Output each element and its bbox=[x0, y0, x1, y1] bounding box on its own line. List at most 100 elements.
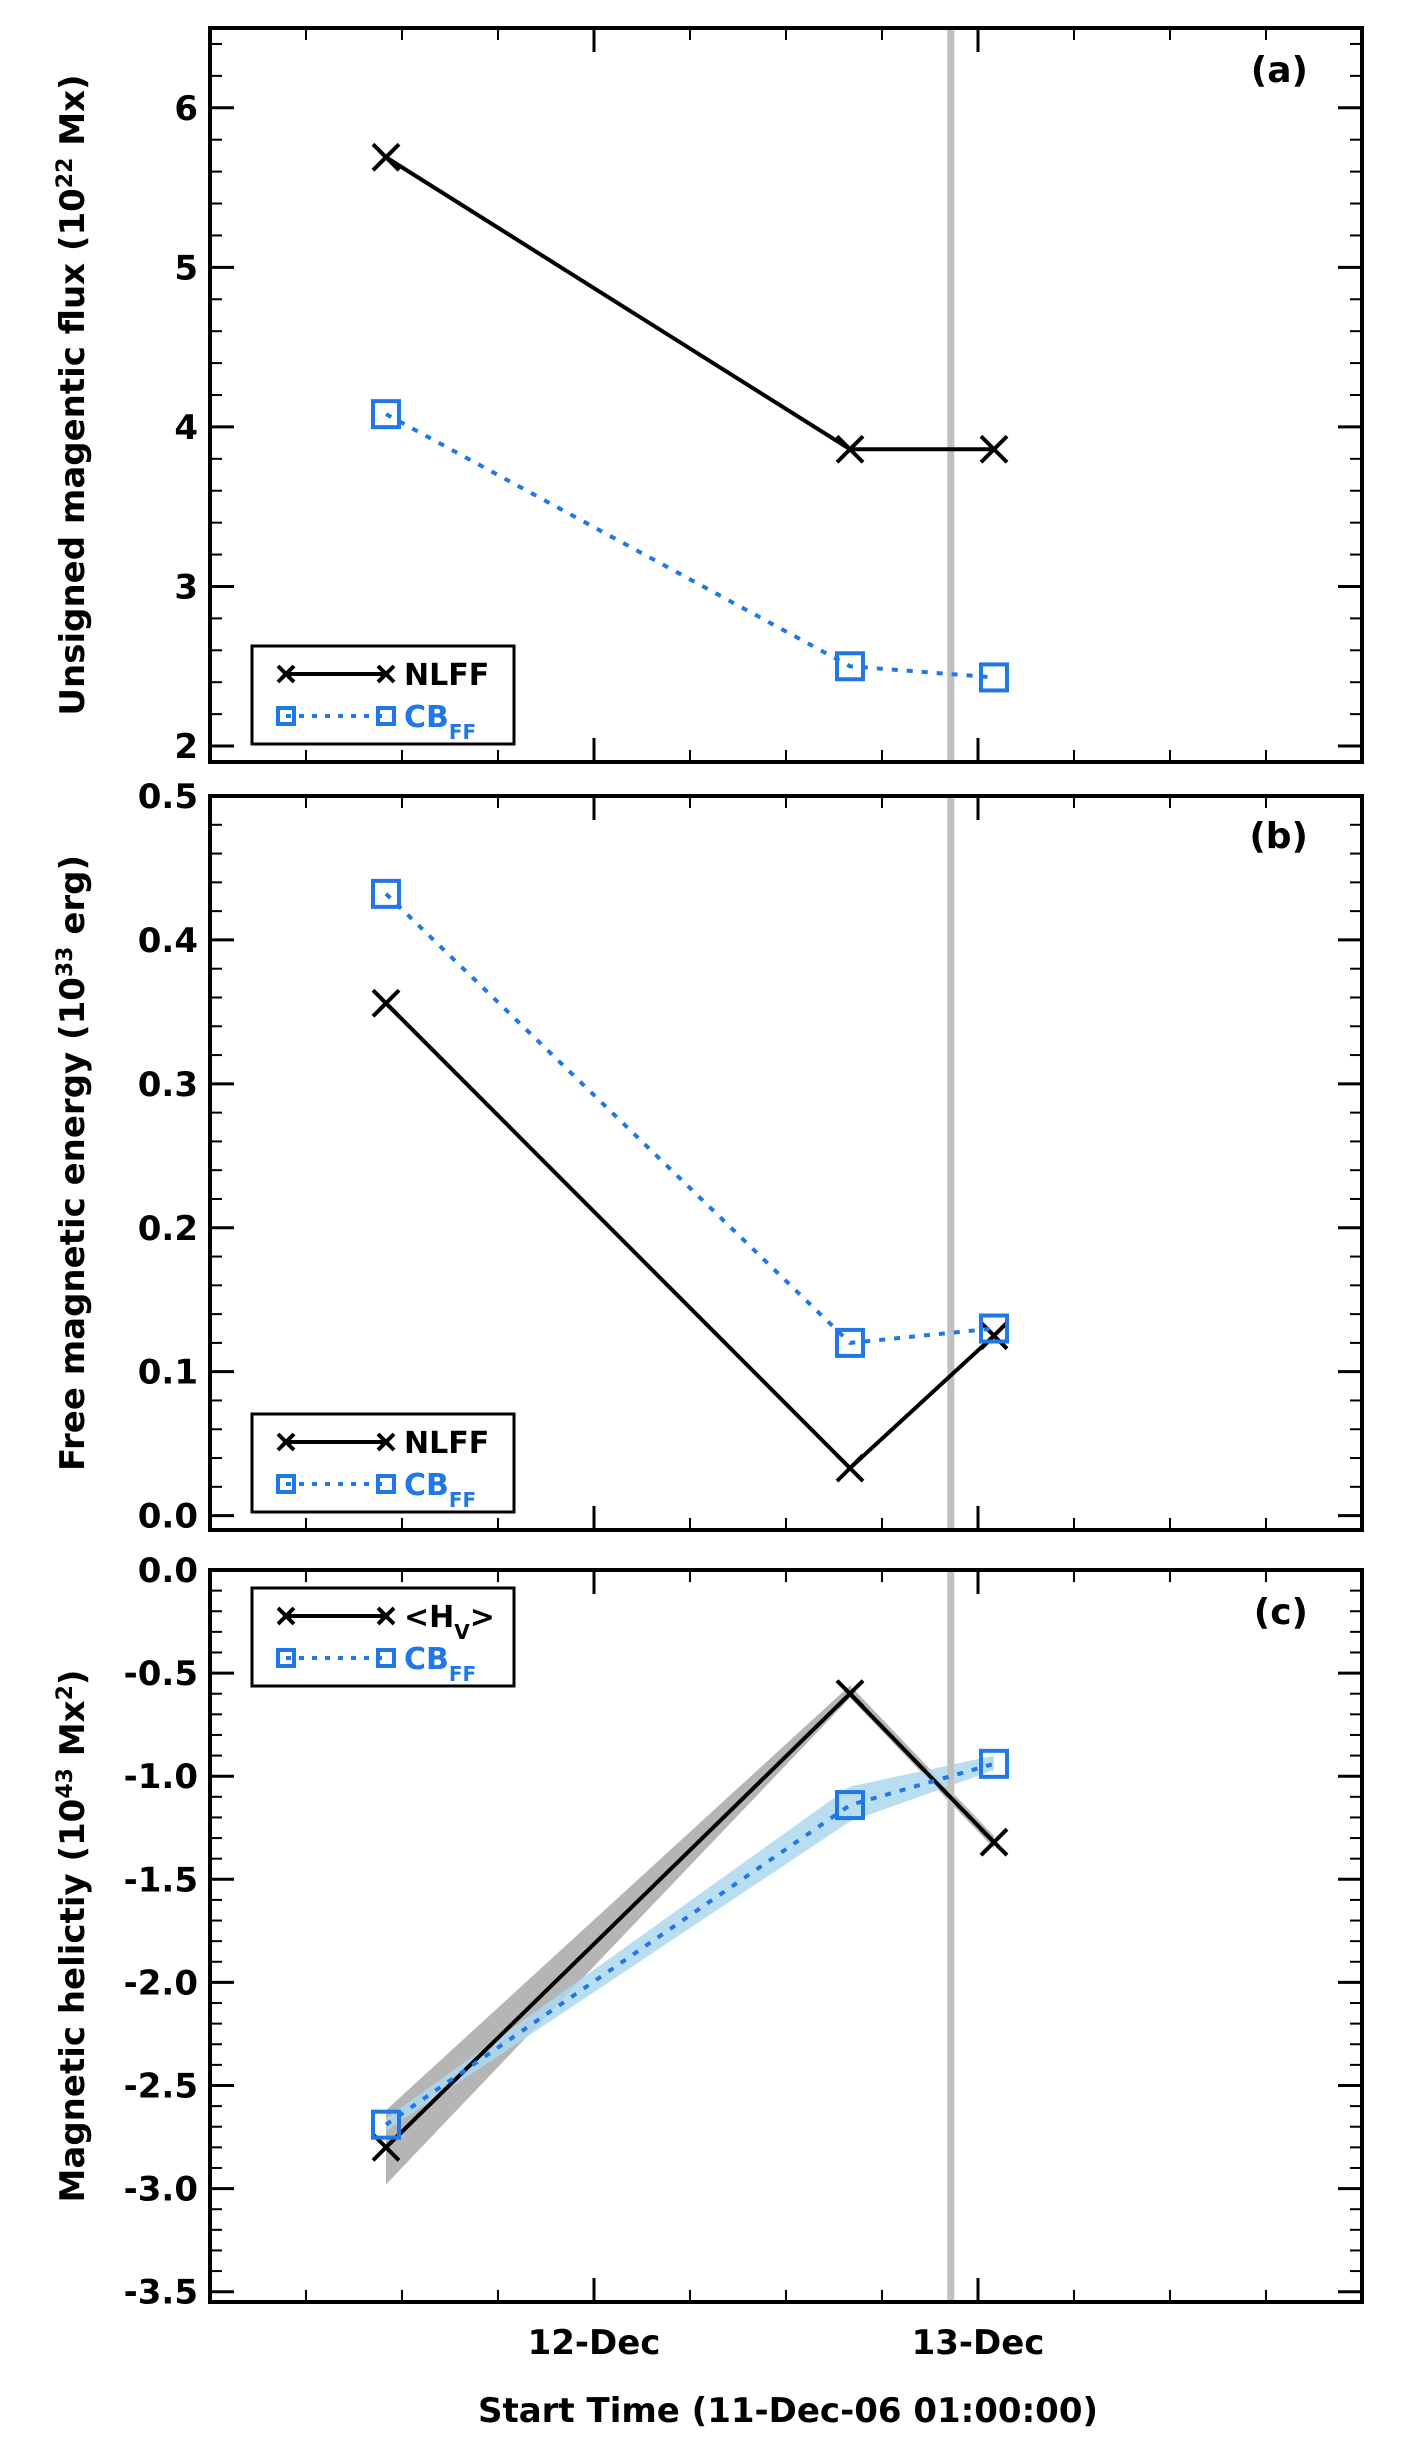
ylabel-tail: Mx bbox=[53, 1700, 93, 1768]
panel-a-ytick-label: 4 bbox=[174, 408, 198, 448]
panel-a-ytick-label: 5 bbox=[174, 248, 198, 288]
panel-b-y-axis-label: Free magnetic energy (1033 erg) bbox=[53, 855, 94, 1471]
panel-c-ytick-label: -2.5 bbox=[124, 2066, 198, 2106]
ylabel-sup2: 2 bbox=[53, 1685, 78, 1700]
panel-b-ytick-label: 0.1 bbox=[138, 1353, 198, 1393]
panel-c-legend-box bbox=[250, 1586, 516, 1688]
panel-a-series-line-1 bbox=[385, 412, 995, 680]
panel-a-point-0-1 bbox=[835, 434, 865, 464]
panel-a-point-1-0 bbox=[371, 399, 401, 430]
panel-c-point-0-1-stroke2 bbox=[835, 1679, 865, 1709]
panel-c-point-0-2 bbox=[979, 1827, 1009, 1857]
panel-a-legend-marker-a-1 bbox=[276, 706, 296, 726]
panel-b-point-0-2-stroke2 bbox=[979, 1321, 1009, 1351]
panel-c-ytick-label: -0.5 bbox=[124, 1654, 198, 1694]
panel-b-series-line-0 bbox=[384, 1001, 996, 1471]
panel-c-legend-marker-b-0-stroke2 bbox=[376, 1606, 396, 1626]
panel-c-ytick-label: -1.5 bbox=[124, 1860, 198, 1900]
legend-base: CB bbox=[404, 1468, 449, 1503]
panel-b-point-1-2 bbox=[979, 1313, 1009, 1344]
panel-a-point-1-1 bbox=[835, 651, 865, 682]
panel-b-legend-marker-a-0-stroke2 bbox=[276, 1432, 296, 1452]
panel-c-series-line-1 bbox=[384, 1761, 995, 2127]
panel-a-point-0-1-stroke2 bbox=[835, 434, 865, 464]
panel-a-ytick-label: 3 bbox=[174, 567, 198, 607]
panel-c-y-axis-label: Magnetic helictiy (1043 Mx2) bbox=[53, 1670, 94, 2203]
panel-a-point-0-0-stroke2 bbox=[371, 142, 401, 172]
panel-c-ytick-label: 0.0 bbox=[138, 1551, 198, 1591]
panel-b-plot: 0.0 0.1 0.2 0.3 0.4 0.5 Free magnetic energy (… bbox=[53, 777, 1364, 1537]
panel-c-ytick-label: -2.0 bbox=[124, 1963, 198, 2003]
panel-a-plot: 2 3 4 5 6 Unsigned magentic flux (1022 Mx) NLF… bbox=[53, 26, 1364, 767]
panel-a-legend-marker-b-0-stroke2 bbox=[376, 664, 396, 684]
panel-b-point-0-0-stroke2 bbox=[371, 988, 401, 1018]
panel-c-point-1-0 bbox=[371, 2109, 401, 2140]
panel-a-point-0-0 bbox=[371, 142, 401, 172]
ylabel-base: Free magnetic energy (10 bbox=[53, 977, 93, 1471]
panel-label-b: (b) bbox=[1249, 816, 1308, 857]
x-tick-label: 12-Dec bbox=[528, 2323, 661, 2363]
panel-c-point-1-1 bbox=[835, 1790, 865, 1821]
legend-base: NLFF bbox=[404, 1426, 489, 1461]
panel-a-legend-label-1: CBFF bbox=[404, 700, 476, 744]
panel-b-ytick-label: 0.2 bbox=[138, 1209, 198, 1249]
panel-c-ytick-label: -3.0 bbox=[124, 2170, 198, 2210]
panel-a-ytick-label: 6 bbox=[174, 89, 198, 129]
panel-c-point-0-2-stroke2 bbox=[979, 1827, 1009, 1857]
panel-a-legend-marker-b-1 bbox=[376, 706, 396, 726]
ylabel-tail2: ) bbox=[53, 1670, 93, 1686]
panel-b-legend-box bbox=[250, 1412, 516, 1514]
panel-a-point-0-2 bbox=[979, 434, 1009, 464]
panel-b-legend-marker-a-1 bbox=[276, 1474, 296, 1494]
ylabel-base: Magnetic helictiy (10 bbox=[53, 1799, 93, 2203]
legend-sub: V bbox=[454, 1620, 470, 1644]
legend-base: CB bbox=[404, 700, 449, 735]
panel-b-legend-marker-a-0 bbox=[276, 1432, 296, 1452]
panel-b-point-1-1 bbox=[835, 1327, 865, 1358]
panel-c: (c) bbox=[1254, 1592, 1308, 1633]
panel-label-c: (c) bbox=[1254, 1592, 1308, 1633]
legend-base: CB bbox=[404, 1642, 449, 1677]
panel-c-plot: 0.0 -0.5 -1.0 -1.5 -2.0 -2.5 -3.0 -3.5 Magnetic … bbox=[53, 1551, 1364, 2313]
panel-label-a: (a) bbox=[1251, 50, 1308, 91]
panel-b: (b) bbox=[1249, 816, 1308, 857]
panel-b-point-0-2 bbox=[979, 1321, 1009, 1351]
ylabel-sup: 22 bbox=[53, 158, 78, 189]
panel-c-ytick-label: -1.0 bbox=[124, 1757, 198, 1797]
legend-sub: FF bbox=[449, 1488, 476, 1512]
legend-base: NLFF bbox=[404, 658, 489, 693]
panel-c-point-1-2 bbox=[979, 1748, 1009, 1779]
x-tick-label: 13-Dec bbox=[912, 2323, 1045, 2363]
panel-c-legend-label-0: <HV> bbox=[404, 1600, 495, 1644]
ylabel-sup: 43 bbox=[53, 1768, 78, 1799]
x-axis-title: Start Time (11-Dec-06 01:00:00) bbox=[478, 2391, 1098, 2431]
legend-tail: > bbox=[470, 1600, 495, 1635]
panel-b-ytick-label: 0.0 bbox=[138, 1497, 198, 1537]
panel-a-legend-marker-a-0 bbox=[276, 664, 296, 684]
panel-c-legend-marker-a-1 bbox=[276, 1648, 296, 1668]
panel-a-legend-marker-a-0-stroke2 bbox=[276, 664, 296, 684]
panel-b-legend-marker-b-0 bbox=[376, 1432, 396, 1452]
panel-b-legend-label-1: CBFF bbox=[404, 1468, 476, 1512]
panel-b-legend-label-0: NLFF bbox=[404, 1426, 489, 1461]
panel-c-legend-marker-b-0 bbox=[376, 1606, 396, 1626]
panel-b-point-0-1 bbox=[835, 1453, 865, 1483]
legend-base: <H bbox=[404, 1600, 454, 1635]
panel-c-legend-marker-a-0 bbox=[276, 1606, 296, 1626]
ylabel-tail: Mx) bbox=[53, 74, 93, 157]
panel-a-point-0-2-stroke2 bbox=[979, 434, 1009, 464]
panel-b-series-line-1 bbox=[384, 892, 995, 1345]
panel-a-legend-label-0: NLFF bbox=[404, 658, 489, 693]
panel-b-legend-marker-b-1 bbox=[376, 1474, 396, 1494]
panel-c-band-0 bbox=[386, 1685, 994, 2185]
panel-b-legend-marker-b-0-stroke2 bbox=[376, 1432, 396, 1452]
panel-a: (a) bbox=[1251, 50, 1308, 91]
panel-b-ytick-label: 0.3 bbox=[138, 1065, 198, 1105]
panel-a-y-axis-label: Unsigned magentic flux (1022 Mx) bbox=[53, 74, 94, 715]
panel-a-legend-marker-b-0 bbox=[376, 664, 396, 684]
panel-b-ytick-label: 0.4 bbox=[138, 921, 198, 961]
panel-a-ytick-label: 2 bbox=[174, 727, 198, 767]
panel-b-point-0-1-stroke2 bbox=[835, 1453, 865, 1483]
ylabel-tail: erg) bbox=[53, 855, 93, 947]
